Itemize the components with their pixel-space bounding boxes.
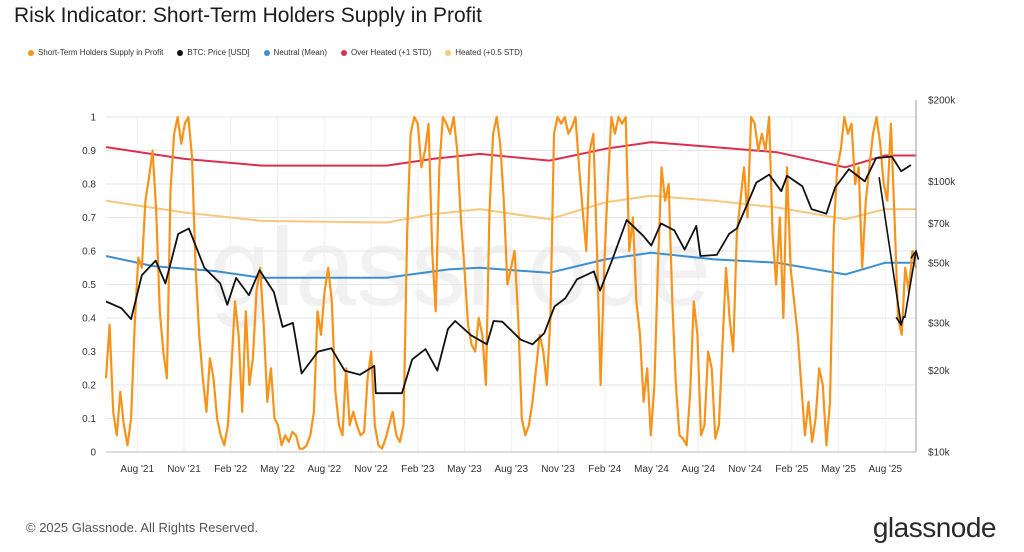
- y-left-tick-label: 0.7: [82, 213, 96, 224]
- y-right-tick-label: $200k: [928, 96, 956, 107]
- legend-label: Neutral (Mean): [273, 48, 327, 57]
- y-right-tick-label: $10k: [928, 448, 951, 459]
- legend-item-sth-supply[interactable]: Short-Term Holders Supply in Profit: [28, 48, 163, 57]
- x-tick-label: May '24: [634, 464, 669, 475]
- legend-item-neutral[interactable]: Neutral (Mean): [263, 48, 327, 57]
- legend-item-heated[interactable]: Heated (+0.5 STD): [445, 48, 523, 57]
- y-left-tick-label: 0.9: [82, 146, 96, 157]
- x-tick-label: Nov '24: [728, 464, 762, 475]
- y-left-tick-label: 0.5: [82, 280, 96, 291]
- y-left-tick-label: 0.8: [82, 180, 96, 191]
- series-line-neutral-mean: [105, 251, 916, 279]
- annotation-arrow-line: [878, 177, 902, 325]
- legend-dot-icon: [177, 49, 184, 56]
- legend-label: BTC: Price [USD]: [187, 48, 250, 57]
- x-tick-label: May '22: [260, 464, 295, 475]
- x-tick-label: Nov '21: [167, 464, 201, 475]
- y-left-tick-label: 0: [90, 448, 96, 459]
- y-left-tick-label: 0.4: [82, 314, 96, 325]
- axes: 0 0.1 0.2 0.3 0.4 0.5 0.6 0.7 0.8 0.9 1 Aug '21 Nov …: [82, 96, 956, 476]
- legend-dot-icon: [445, 49, 452, 56]
- legend-dot-icon: [340, 49, 347, 56]
- x-tick-label: May '25: [821, 464, 856, 475]
- legend-item-btc-price[interactable]: BTC: Price [USD]: [177, 48, 250, 57]
- annotations: [878, 177, 920, 327]
- x-tick-label: Aug '24: [681, 464, 715, 475]
- y-left-tick-label: 0.3: [82, 347, 96, 358]
- y-left-tick-label: 0.2: [82, 381, 96, 392]
- x-tick-label: Feb '24: [588, 464, 621, 475]
- y-right-tick-label: $50k: [928, 258, 951, 269]
- y-right-tick-label: $70k: [928, 219, 951, 230]
- x-tick-label: Aug '25: [868, 464, 902, 475]
- y-right-tick-label: $100k: [928, 177, 956, 188]
- annotation-arrow-head: [910, 249, 920, 260]
- x-tick-label: Aug '23: [494, 464, 528, 475]
- x-tick-label: Feb '23: [401, 464, 434, 475]
- y-right-tick-label: $20k: [928, 366, 951, 377]
- annotation-arrow-line: [903, 250, 917, 319]
- grid-lines: [106, 116, 916, 453]
- x-tick-label: May '23: [447, 464, 482, 475]
- x-tick-label: Aug '21: [120, 464, 154, 475]
- x-tick-label: Nov '23: [541, 464, 575, 475]
- x-tick-label: Aug '22: [307, 464, 341, 475]
- copyright-text: © 2025 Glassnode. All Rights Reserved.: [26, 520, 259, 535]
- series-lines: [104, 115, 918, 450]
- legend-item-over-heated[interactable]: Over Heated (+1 STD): [340, 48, 432, 57]
- legend-label: Heated (+0.5 STD): [455, 48, 523, 57]
- annotation-arrow-head: [895, 315, 905, 327]
- chart-legend: Short-Term Holders Supply in Profit BTC:…: [28, 48, 523, 57]
- x-tick-label: Feb '25: [775, 464, 808, 475]
- y-left-tick-label: 0.1: [82, 414, 96, 425]
- legend-label: Short-Term Holders Supply in Profit: [38, 48, 164, 57]
- legend-dot-icon: [28, 49, 34, 56]
- x-tick-label: Feb '22: [214, 464, 247, 475]
- chart-title: Risk Indicator: Short-Term Holders Suppl…: [14, 4, 482, 27]
- series-line-short-term-holders-supply-in-profit: [104, 115, 918, 450]
- legend-label: Over Heated (+1 STD): [350, 48, 432, 57]
- brand-logo[interactable]: glassnode: [872, 512, 997, 543]
- series-line-btc-price-usd: [105, 155, 912, 395]
- y-left-tick-label: 1: [90, 113, 96, 124]
- watermark-text: glassnode: [209, 206, 711, 329]
- legend-dot-icon: [263, 49, 270, 56]
- y-right-tick-label: $30k: [928, 318, 951, 329]
- x-tick-label: Nov '22: [354, 464, 388, 475]
- y-left-tick-label: 0.6: [82, 247, 96, 258]
